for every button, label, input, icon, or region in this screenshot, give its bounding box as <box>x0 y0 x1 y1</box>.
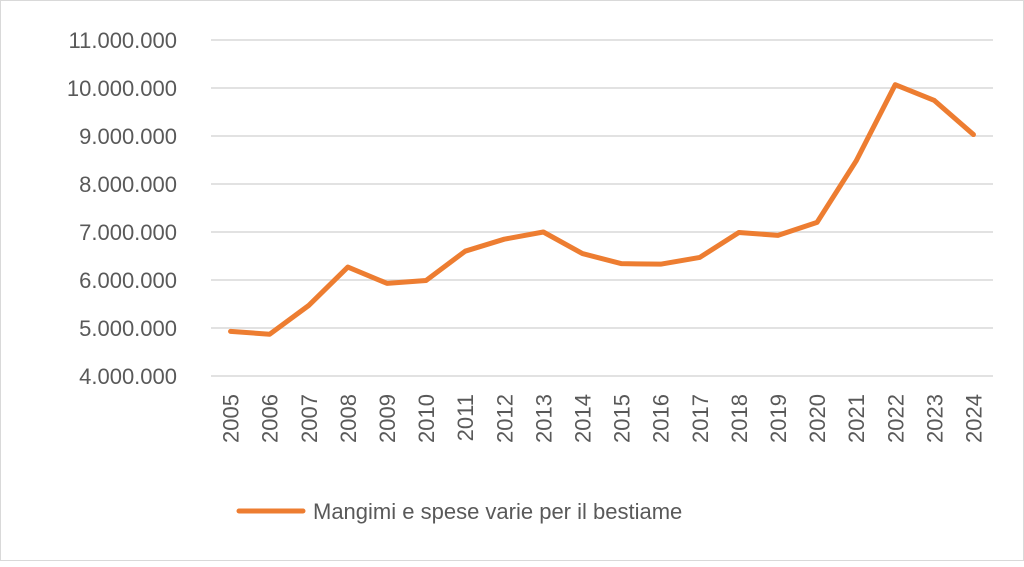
x-tick-label: 2014 <box>570 394 595 443</box>
y-tick-label: 8.000.000 <box>79 172 177 197</box>
series-line <box>231 85 974 335</box>
x-tick-label: 2022 <box>883 394 908 443</box>
x-tick-label: 2007 <box>297 394 322 443</box>
x-tick-label: 2006 <box>258 394 283 443</box>
x-tick-label: 2011 <box>453 394 478 441</box>
x-tick-label: 2009 <box>375 394 400 443</box>
x-tick-label: 2020 <box>805 394 830 443</box>
y-tick-label: 5.000.000 <box>79 316 177 341</box>
y-tick-label: 6.000.000 <box>79 268 177 293</box>
x-tick-label: 2018 <box>727 394 752 443</box>
y-tick-label: 10.000.000 <box>67 76 177 101</box>
y-tick-label: 7.000.000 <box>79 220 177 245</box>
x-tick-label: 2023 <box>922 394 947 443</box>
y-tick-label: 11.000.000 <box>69 28 177 53</box>
y-tick-label: 9.000.000 <box>79 124 177 149</box>
x-tick-label: 2012 <box>492 394 517 443</box>
x-tick-label: 2005 <box>219 394 244 443</box>
x-tick-label: 2017 <box>688 394 713 443</box>
x-tick-label: 2015 <box>610 394 635 443</box>
x-tick-label: 2008 <box>336 394 361 443</box>
x-tick-label: 2016 <box>649 394 674 443</box>
legend: Mangimi e spese varie per il bestiame <box>239 499 682 524</box>
y-tick-label: 4.000.000 <box>79 364 177 389</box>
x-tick-label: 2010 <box>414 394 439 443</box>
legend-label: Mangimi e spese varie per il bestiame <box>313 499 682 524</box>
x-tick-label: 2019 <box>766 394 791 443</box>
x-tick-label: 2013 <box>531 394 556 443</box>
x-tick-label: 2024 <box>961 394 986 443</box>
x-tick-label: 2021 <box>844 394 869 443</box>
